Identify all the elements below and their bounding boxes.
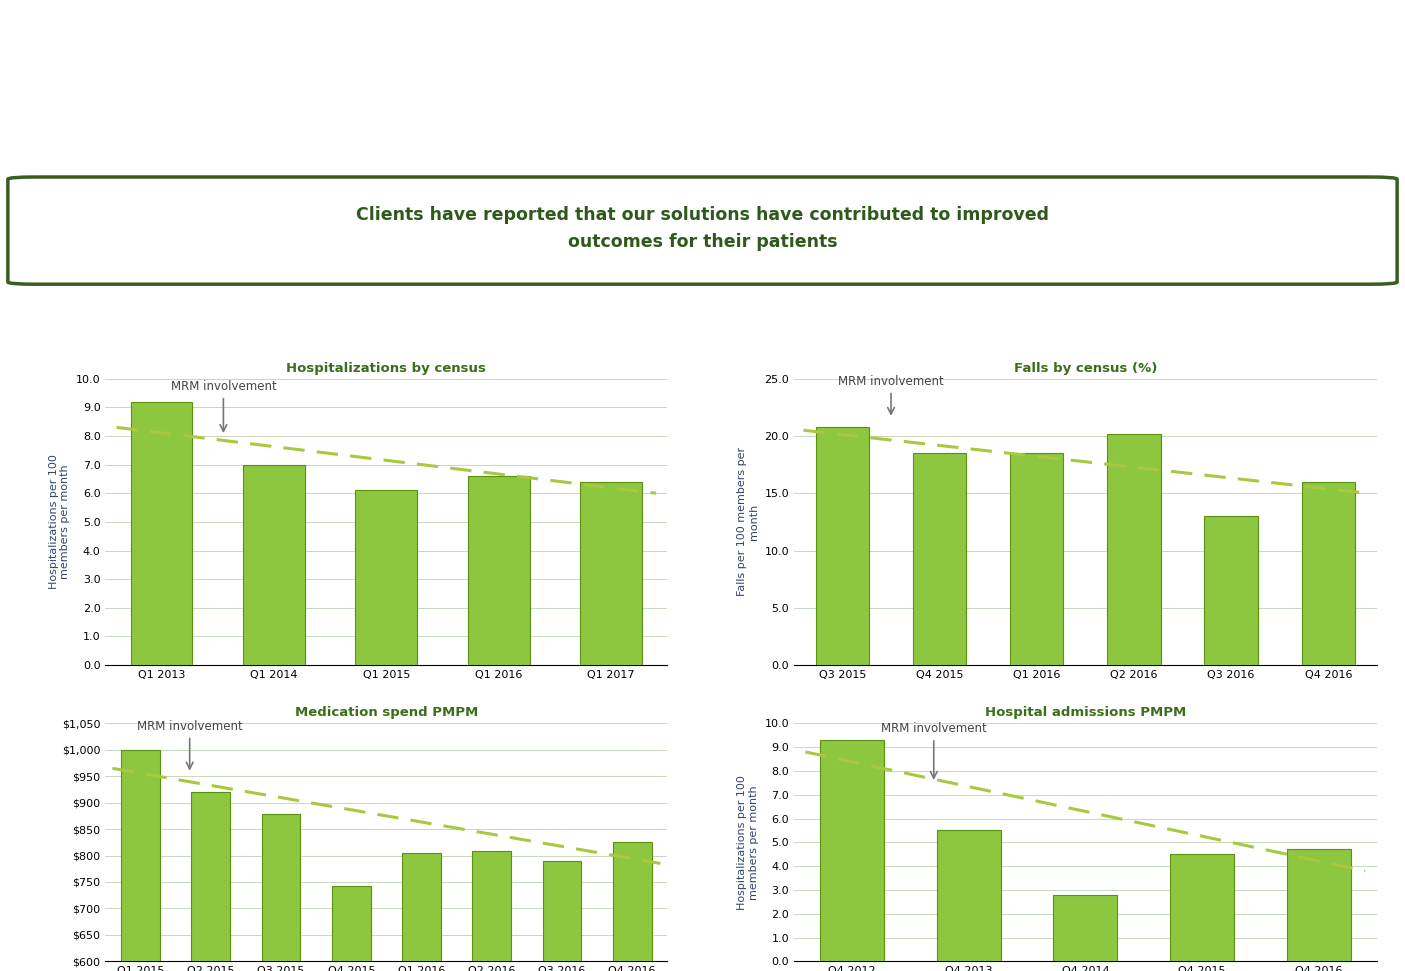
Bar: [1287, 850, 1350, 961]
Y-axis label: Hospitalizations per 100
members per month: Hospitalizations per 100 members per mon…: [738, 775, 759, 910]
Bar: [937, 830, 1000, 961]
Text: Midwest Client: Midwest Client: [1019, 349, 1152, 364]
Text: Northeast Client: Northeast Client: [312, 349, 461, 364]
Bar: [1204, 517, 1257, 665]
Bar: [472, 852, 511, 971]
Text: MRM involvement: MRM involvement: [170, 380, 277, 431]
Text: MRM involvement: MRM involvement: [839, 375, 944, 415]
Bar: [402, 853, 441, 971]
Bar: [1107, 434, 1161, 665]
Bar: [332, 886, 371, 971]
Bar: [821, 740, 884, 961]
Text: Clients have reported that our solutions have contributed to improved
outcomes f: Clients have reported that our solutions…: [355, 206, 1050, 251]
Bar: [468, 476, 530, 665]
Title: Falls by census (%): Falls by census (%): [1013, 362, 1158, 375]
Y-axis label: Falls per 100 members per
month: Falls per 100 members per month: [738, 448, 759, 596]
FancyBboxPatch shape: [8, 177, 1397, 285]
Bar: [1054, 894, 1117, 961]
Bar: [121, 750, 160, 971]
Bar: [542, 861, 582, 971]
Title: Medication spend PMPM: Medication spend PMPM: [295, 707, 478, 720]
Title: Hospitalizations by census: Hospitalizations by census: [287, 362, 486, 375]
Bar: [131, 402, 192, 665]
Bar: [1170, 854, 1234, 961]
Y-axis label: Hospitalizations per 100
members per month: Hospitalizations per 100 members per mon…: [49, 454, 70, 589]
Bar: [1010, 453, 1064, 665]
Title: Hospital admissions PMPM: Hospital admissions PMPM: [985, 707, 1186, 720]
Text: Southeast Client: Southeast Client: [1010, 693, 1161, 709]
Bar: [913, 453, 967, 665]
Bar: [191, 792, 230, 971]
Bar: [355, 490, 417, 665]
Bar: [243, 464, 305, 665]
Bar: [1301, 482, 1354, 665]
Bar: [580, 482, 642, 665]
Text: Reduced ADEs, ER visits, Hospitalizations, and Cost: Reduced ADEs, ER visits, Hospitalization…: [18, 111, 828, 139]
Text: Medication Risk Mitigation + Medication Decision Support Yields:: Medication Risk Mitigation + Medication …: [18, 48, 1045, 76]
Bar: [816, 427, 870, 665]
Text: MRM involvement: MRM involvement: [881, 722, 986, 778]
Bar: [261, 815, 301, 971]
Text: East Coast Client: East Coast Client: [309, 693, 464, 709]
Bar: [613, 842, 652, 971]
Text: MRM involvement: MRM involvement: [136, 720, 243, 769]
